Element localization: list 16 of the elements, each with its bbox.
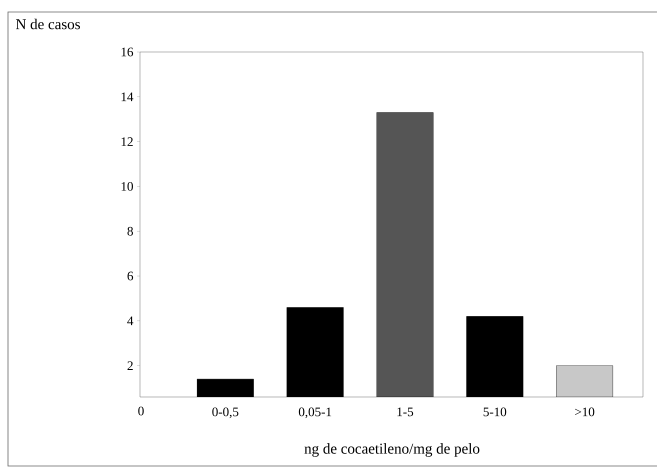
y-tick-label: 4 (127, 316, 134, 326)
x-tick-label: 0,05-1 (298, 408, 332, 418)
x-tick-label: 0-0,5 (212, 408, 238, 418)
x-tick-label: >10 (575, 408, 594, 416)
y-tick-label: 10 (122, 182, 133, 191)
x-axis-title: ng de cocaetileno/mg de pelo (304, 443, 480, 457)
x-tick-label: 5-10 (484, 408, 506, 416)
y-axis-title: N de casos (16, 18, 80, 30)
y-tick-label: 6 (128, 272, 134, 280)
y-tick-label: 14 (122, 92, 134, 102)
x-tick-label: 1-5 (397, 408, 414, 416)
y-tick-label: 8 (127, 226, 133, 236)
y-tick-label: 2 (128, 361, 133, 370)
y-tick-label: 16 (122, 48, 134, 56)
y-tick-label: 12 (122, 137, 133, 146)
text: 0 (138, 406, 144, 416)
